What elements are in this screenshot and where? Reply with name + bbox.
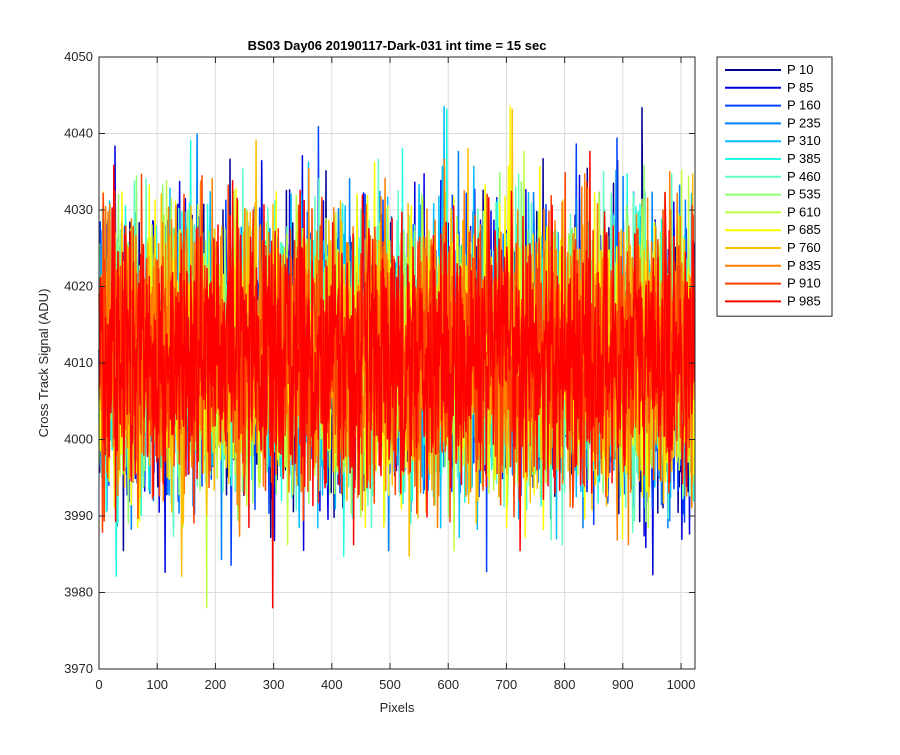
y-tick-label: 4020 (64, 279, 93, 294)
x-tick-label: 700 (496, 677, 518, 692)
legend-label: P 385 (787, 151, 821, 166)
series-line-p985 (98, 150, 696, 609)
y-axis-label: Cross Track Signal (ADU) (36, 289, 51, 438)
legend-label: P 310 (787, 133, 821, 148)
legend-label: P 685 (787, 222, 821, 237)
legend-label: P 985 (787, 293, 821, 308)
legend-label: P 910 (787, 276, 821, 291)
legend-label: P 835 (787, 258, 821, 273)
y-tick-label: 4000 (64, 432, 93, 447)
legend-label: P 160 (787, 98, 821, 113)
legend-box (716, 56, 833, 317)
tick-layer: 0 100 200 300 400 500 600 700 800 900 1000 3970 3980… (64, 49, 695, 692)
legend-label: P 235 (787, 115, 821, 130)
x-tick-label: 600 (437, 677, 459, 692)
legend-label: P 760 (787, 240, 821, 255)
x-tick-label: 1000 (667, 677, 696, 692)
series-layer (98, 105, 696, 609)
legend-label: P 535 (787, 187, 821, 202)
chart-title: BS03 Day06 20190117-Dark-031 int time = … (248, 38, 547, 53)
legend-label: P 460 (787, 169, 821, 184)
x-tick-label: 400 (321, 677, 343, 692)
x-axis-label: Pixels (380, 700, 415, 715)
y-tick-label: 3990 (64, 508, 93, 523)
x-tick-label: 800 (554, 677, 576, 692)
legend[interactable]: P 10 P 85 P 160 P 235 P 310 P 385 P 460 P 535 P … (716, 56, 833, 317)
x-tick-label: 900 (612, 677, 634, 692)
x-tick-label: 200 (205, 677, 227, 692)
y-tick-label: 4030 (64, 202, 93, 217)
y-tick-label: 4050 (64, 49, 93, 64)
legend-label: P 10 (787, 62, 814, 77)
x-tick-label: 0 (95, 677, 102, 692)
x-tick-label: 300 (263, 677, 285, 692)
legend-label: P 85 (787, 80, 814, 95)
y-tick-label: 4010 (64, 355, 93, 370)
y-tick-label: 4040 (64, 126, 93, 141)
x-tick-label: 100 (146, 677, 168, 692)
legend-label: P 610 (787, 204, 821, 219)
x-tick-label: 500 (379, 677, 401, 692)
y-tick-label: 3970 (64, 661, 93, 676)
y-tick-label: 3980 (64, 585, 93, 600)
